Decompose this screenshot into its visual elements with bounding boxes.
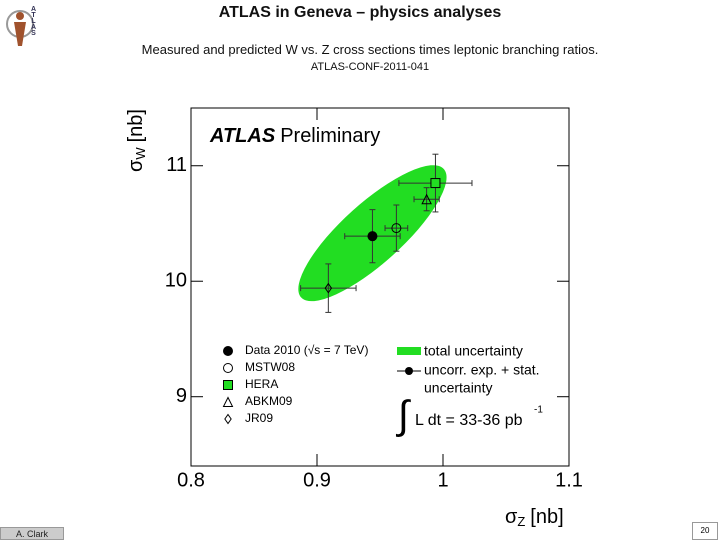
y-axis-label: σW [nb] <box>125 109 148 172</box>
y-tick-label: 11 <box>166 154 187 176</box>
x-tick-label: 1.1 <box>555 469 583 491</box>
logo <box>6 10 34 46</box>
legend-label: uncorr. exp. + stat. <box>424 362 540 378</box>
legend-marker <box>224 413 232 425</box>
experiment-label: ATLAS Preliminary <box>209 125 380 147</box>
slide-title: ATLAS in Geneva – physics analyses <box>218 4 502 21</box>
x-tick-label: 1 <box>437 469 448 491</box>
y-tick-label: 10 <box>165 270 187 292</box>
luminosity: L dt = 33-36 pb <box>415 412 523 429</box>
slide-subtitle: Measured and predicted W vs. Z cross sec… <box>141 42 599 57</box>
y-label-symbol: σ <box>125 159 147 172</box>
y-label-subscript: W <box>133 147 148 160</box>
legend-label: uncertainty <box>424 380 492 396</box>
legend-marker <box>223 380 233 390</box>
author: A. Clark <box>0 527 64 540</box>
marker <box>430 178 441 189</box>
page-number: 20 <box>692 522 718 540</box>
legend-band <box>397 347 421 355</box>
experiment-bold: ATLAS <box>209 125 276 147</box>
legend-label: ABKM09 <box>245 394 293 408</box>
x-label-unit: [nb] <box>530 506 563 528</box>
plot-frame <box>190 107 570 467</box>
x-tick-label: 0.8 <box>177 469 205 491</box>
luminosity-exponent: -1 <box>534 405 543 416</box>
legend-label: JR09 <box>245 411 273 425</box>
x-label-symbol: σ <box>505 506 518 528</box>
legend-marker <box>223 363 233 373</box>
legend-marker <box>223 346 233 356</box>
marker <box>324 282 333 294</box>
legend-label: HERA <box>245 377 278 391</box>
y-label-unit: [nb] <box>125 109 147 142</box>
marker <box>367 231 378 242</box>
integral-symbol: ∫ <box>396 394 412 438</box>
legend-label: MSTW08 <box>245 360 295 374</box>
logo-text: ATLAS <box>30 6 37 36</box>
legend-label: Data 2010 (√s = 7 TeV) <box>245 343 368 357</box>
legend-label: total uncertainty <box>424 343 523 359</box>
x-label-subscript: Z <box>517 514 525 529</box>
x-tick-label: 0.9 <box>303 469 331 491</box>
legend-marker <box>222 396 234 407</box>
legend-bar-marker <box>405 367 413 375</box>
y-tick-label: 9 <box>176 385 187 407</box>
reference: ATLAS-CONF-2011-041 <box>310 61 430 73</box>
marker <box>391 223 402 234</box>
marker <box>421 193 432 205</box>
x-axis-label: σZ [nb] <box>505 506 564 529</box>
experiment-normal: Preliminary <box>280 125 380 147</box>
